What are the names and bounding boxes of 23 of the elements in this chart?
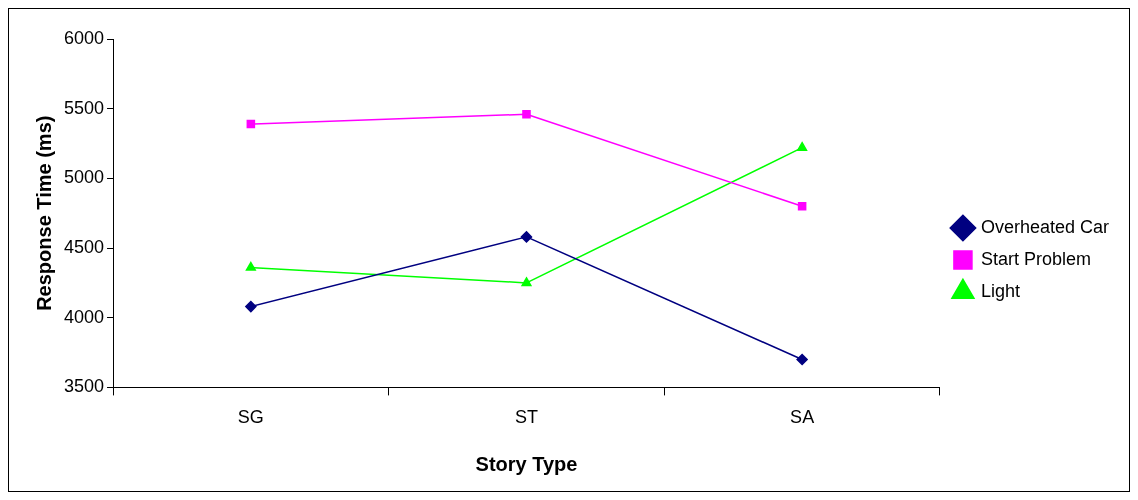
legend-label: Light: [980, 280, 1020, 301]
x-tick-label: ST: [514, 407, 538, 428]
y-tick-label: 5500: [64, 97, 105, 118]
y-tick-label: 5000: [64, 167, 105, 188]
x-axis-title: Story Type: [475, 452, 578, 475]
y-tick-label: 4000: [64, 306, 105, 327]
point: [796, 353, 808, 366]
point: [520, 231, 533, 243]
legend-label: Start Problem: [980, 248, 1091, 269]
point: [797, 141, 808, 151]
point: [521, 277, 532, 287]
point: [797, 201, 807, 211]
x-tick-label: SA: [790, 407, 815, 428]
point: [522, 109, 531, 119]
y-axis-title: Response Time (ms): [32, 115, 55, 311]
y-tick-label: 4500: [64, 237, 105, 258]
legend-label: Overheated Car: [980, 216, 1110, 237]
point: [245, 300, 257, 313]
point: [246, 119, 256, 129]
x-tick-label: SG: [237, 407, 264, 428]
y-tick-label: 3500: [64, 376, 105, 397]
point: [245, 261, 256, 271]
y-tick-label: 6000: [64, 27, 105, 48]
